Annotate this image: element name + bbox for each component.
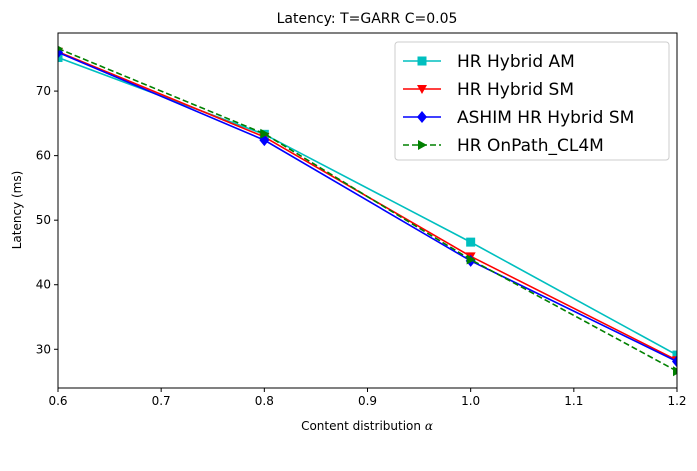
legend-label: ASHIM HR Hybrid SM <box>457 108 634 128</box>
x-axis-label: Content distribution α <box>301 419 433 433</box>
y-axis: 30 40 50 60 70 <box>36 84 58 356</box>
data-point <box>466 237 476 247</box>
y-axis-label: Latency (ms) <box>10 171 24 250</box>
legend: HR Hybrid AM HR Hybrid SM ASHIM HR Hybrid … <box>394 41 670 161</box>
x-tick-label: 1.2 <box>667 394 686 408</box>
data-point <box>673 366 677 377</box>
x-tick-label: 0.8 <box>255 394 274 408</box>
legend-marker <box>417 56 427 66</box>
x-axis: 0.6 0.7 0.8 0.9 1.0 1.1 1.2 <box>48 388 687 408</box>
legend-marker <box>418 140 427 150</box>
plot-area <box>58 45 677 377</box>
legend-frame <box>394 41 670 161</box>
legend-label: HR Hybrid SM <box>457 80 574 100</box>
data-point <box>58 53 63 63</box>
data-point <box>672 350 677 360</box>
data-point <box>58 45 63 52</box>
series-line <box>58 51 677 363</box>
y-tick-label: 40 <box>36 278 51 292</box>
legend-marker <box>417 111 427 123</box>
legend-marker <box>417 85 427 94</box>
data-point <box>466 254 476 265</box>
y-tick-label: 70 <box>36 84 51 98</box>
legend-label: HR Hybrid AM <box>457 52 575 72</box>
x-tick-label: 1.0 <box>461 394 480 408</box>
x-tick-label: 0.6 <box>48 394 67 408</box>
series-hr-onpath-cl4m <box>58 45 677 377</box>
data-point <box>672 355 677 368</box>
legend-label: HR OnPath_CL4M <box>457 136 604 156</box>
chart-title: Latency: T=GARR C=0.05 <box>277 11 458 27</box>
data-point <box>260 128 270 139</box>
y-tick-label: 30 <box>36 342 51 356</box>
series-ashim-hr-hybrid-sm <box>58 46 677 368</box>
series-line <box>58 47 677 372</box>
y-tick-label: 50 <box>36 213 51 227</box>
x-tick-label: 0.7 <box>152 394 171 408</box>
y-tick-label: 60 <box>36 149 51 163</box>
x-tick-label: 1.1 <box>564 394 583 408</box>
x-tick-label: 0.9 <box>358 394 377 408</box>
